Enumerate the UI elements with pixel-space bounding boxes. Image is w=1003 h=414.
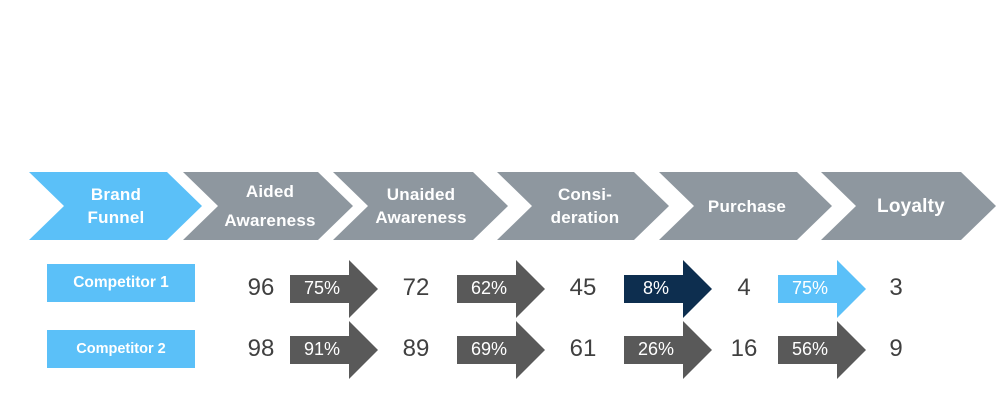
chevron-aided-awareness — [183, 172, 353, 240]
conversion-rate: 56% — [791, 339, 829, 359]
funnel-value: 61 — [569, 335, 597, 362]
conversion-rate: 62% — [470, 278, 508, 298]
funnel-value: 3 — [889, 274, 903, 301]
conversion-arrow — [624, 260, 712, 318]
conversion-rate: 75% — [791, 278, 829, 298]
stage-label-loyalty: Loyalty — [877, 195, 945, 217]
conversion-arrow — [290, 321, 378, 379]
funnel-value: 96 — [247, 274, 275, 301]
conversion-arrow — [290, 260, 378, 318]
funnel-value: 9 — [889, 335, 903, 362]
stage-label-consideration: Consi- deration — [550, 185, 620, 227]
conversion-rate: 26% — [637, 339, 675, 359]
conversion-arrow — [778, 321, 866, 379]
stage-label-unaided-awareness: Unaided Awareness — [375, 185, 467, 227]
conversion-arrow — [624, 321, 712, 379]
chevron-loyalty — [821, 172, 996, 240]
funnel-value: 45 — [569, 274, 597, 301]
stage-label-aided-awareness: Aided Awareness — [224, 182, 316, 230]
funnel-value: 72 — [402, 274, 430, 301]
chevron-brand-funnel — [29, 172, 202, 240]
brand-funnel-label: Brand Funnel — [87, 185, 145, 227]
conversion-rate: 8% — [642, 278, 669, 298]
conversion-arrow — [457, 260, 545, 318]
funnel-value: 16 — [730, 335, 758, 362]
competitor-label: Competitor 1 — [47, 264, 195, 302]
funnel-value: 89 — [402, 335, 430, 362]
conversion-rate: 91% — [303, 339, 341, 359]
competitor-label: Competitor 2 — [47, 330, 195, 368]
funnel-value: 98 — [247, 335, 275, 362]
stage-label-purchase: Purchase — [707, 196, 787, 216]
chevron-consideration — [497, 172, 669, 240]
chevron-unaided-awareness — [333, 172, 508, 240]
chevron-purchase — [659, 172, 832, 240]
funnel-value: 4 — [737, 274, 751, 301]
conversion-arrow — [778, 260, 866, 318]
conversion-rate: 75% — [303, 278, 341, 298]
conversion-rate: 69% — [470, 339, 508, 359]
conversion-arrow — [457, 321, 545, 379]
